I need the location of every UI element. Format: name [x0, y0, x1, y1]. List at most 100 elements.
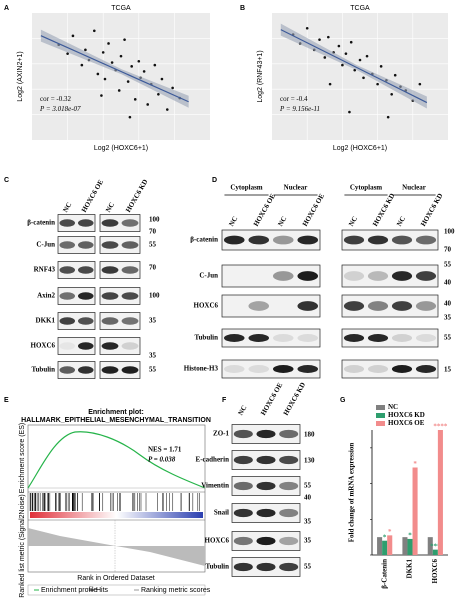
scatter-point [66, 52, 69, 55]
mw-marker: 40 [444, 279, 452, 287]
blot-band [101, 219, 119, 227]
blot-band [233, 508, 253, 518]
blot-band [256, 455, 276, 465]
blot-band [279, 455, 299, 465]
panel-label: B [240, 5, 245, 12]
chart-title: TCGA [111, 5, 131, 12]
blot-band [248, 301, 270, 311]
blot-strip [221, 294, 321, 318]
mw-marker: 55 [444, 334, 452, 342]
scatter-point [93, 29, 96, 33]
row-label: ZO-1 [213, 430, 229, 438]
blot-band [297, 301, 319, 311]
row-label: C-Jun [36, 241, 55, 249]
bar [387, 535, 393, 555]
bar [402, 537, 408, 555]
blot-band [223, 334, 245, 342]
blot-band [248, 235, 270, 245]
blot-band [59, 219, 76, 227]
blot-band [272, 365, 294, 373]
gsea-frame [27, 424, 206, 573]
significance: *** [430, 542, 441, 550]
blot-strip [221, 229, 321, 251]
blot-strip [57, 261, 96, 279]
annotation: cor = -0.32 [40, 95, 71, 103]
lane-label: NC [276, 215, 288, 228]
blot-band [391, 271, 413, 281]
fraction-header: Cytoplasm [350, 184, 382, 192]
scatter-point [153, 63, 157, 67]
blot-strip [99, 287, 141, 305]
legend-label: HOXC6 OE [388, 419, 425, 427]
blot-band [77, 317, 94, 325]
y-axis-label: Ranked list metric (Signal2Noise) [19, 494, 26, 597]
y-axis-label: Log2 (RNF43+1) [257, 50, 264, 102]
scatter-point [328, 82, 332, 86]
blot-band [101, 317, 119, 325]
blot-band [121, 342, 139, 350]
scatter-point [146, 103, 149, 106]
scatter-point [107, 42, 110, 45]
blot-band [343, 301, 365, 311]
scatter-point [365, 54, 369, 58]
blot-strip [221, 328, 321, 348]
fraction-header: Nuclear [284, 184, 308, 192]
scatter-point [157, 92, 160, 96]
blot-band [121, 366, 139, 374]
scatter-point [358, 58, 362, 62]
blot-strip [341, 264, 439, 288]
blot-strip [221, 359, 321, 379]
mw-marker: 70 [149, 228, 157, 236]
lane-label: HOXC6 OE [252, 192, 277, 228]
blot-strip [99, 312, 141, 330]
lane-label: HOXC6 OE [259, 381, 284, 417]
scatter-point [110, 61, 114, 64]
blot-band [233, 536, 253, 546]
blot-band [367, 271, 389, 281]
blot-band [391, 235, 413, 245]
scatter-point [80, 63, 84, 67]
scatter-point [393, 73, 397, 77]
row-label: Tubulin [195, 334, 219, 342]
blot-band [77, 219, 94, 227]
fraction-header: Cytoplasm [230, 184, 262, 192]
lane-label: NC [61, 201, 73, 214]
mw-marker: 55 [149, 241, 157, 249]
x-axis-label: Rank in Ordered Dataset [77, 575, 154, 582]
row-label: DKK1 [36, 317, 56, 325]
plot-background [32, 13, 210, 140]
blot-strip [341, 229, 439, 251]
mw-marker: 35 [149, 352, 157, 360]
row-label: β-catenin [27, 219, 55, 227]
legend-frame [27, 584, 206, 596]
blot-band [256, 508, 276, 518]
bar [427, 537, 433, 555]
row-label: HOXC6 [194, 302, 219, 310]
row-label: Tubulin [32, 366, 56, 374]
mw-marker: 55 [304, 563, 312, 571]
gsea-subtitle: HALLMARK_EPITHELIAL_MESENCHYMAL_TRANSITI… [21, 417, 211, 424]
mw-marker: 40 [304, 494, 312, 502]
lane-label: HOXC6 KD [282, 381, 307, 417]
lane-label: HOXC6 OE [301, 192, 326, 228]
scatter-point [348, 110, 351, 114]
blot-band [343, 334, 365, 342]
scatter-point [119, 54, 123, 58]
scatter-point [349, 40, 353, 44]
scatter-point [103, 77, 107, 81]
scatter-point [327, 35, 330, 39]
blot-strip [99, 214, 141, 232]
blot-band [121, 292, 139, 300]
lane-label: NC [395, 215, 407, 228]
scatter-point [126, 80, 130, 83]
mw-marker: 35 [304, 537, 312, 545]
scatter-point [362, 76, 365, 80]
blot-band [101, 241, 119, 249]
mw-marker: 55 [149, 366, 157, 374]
lane-label: HOXC6 KD [124, 178, 149, 214]
scatter-point [84, 48, 87, 52]
blot-band [233, 429, 253, 439]
legend-label: NC [388, 403, 398, 411]
blot-strip [57, 214, 96, 232]
